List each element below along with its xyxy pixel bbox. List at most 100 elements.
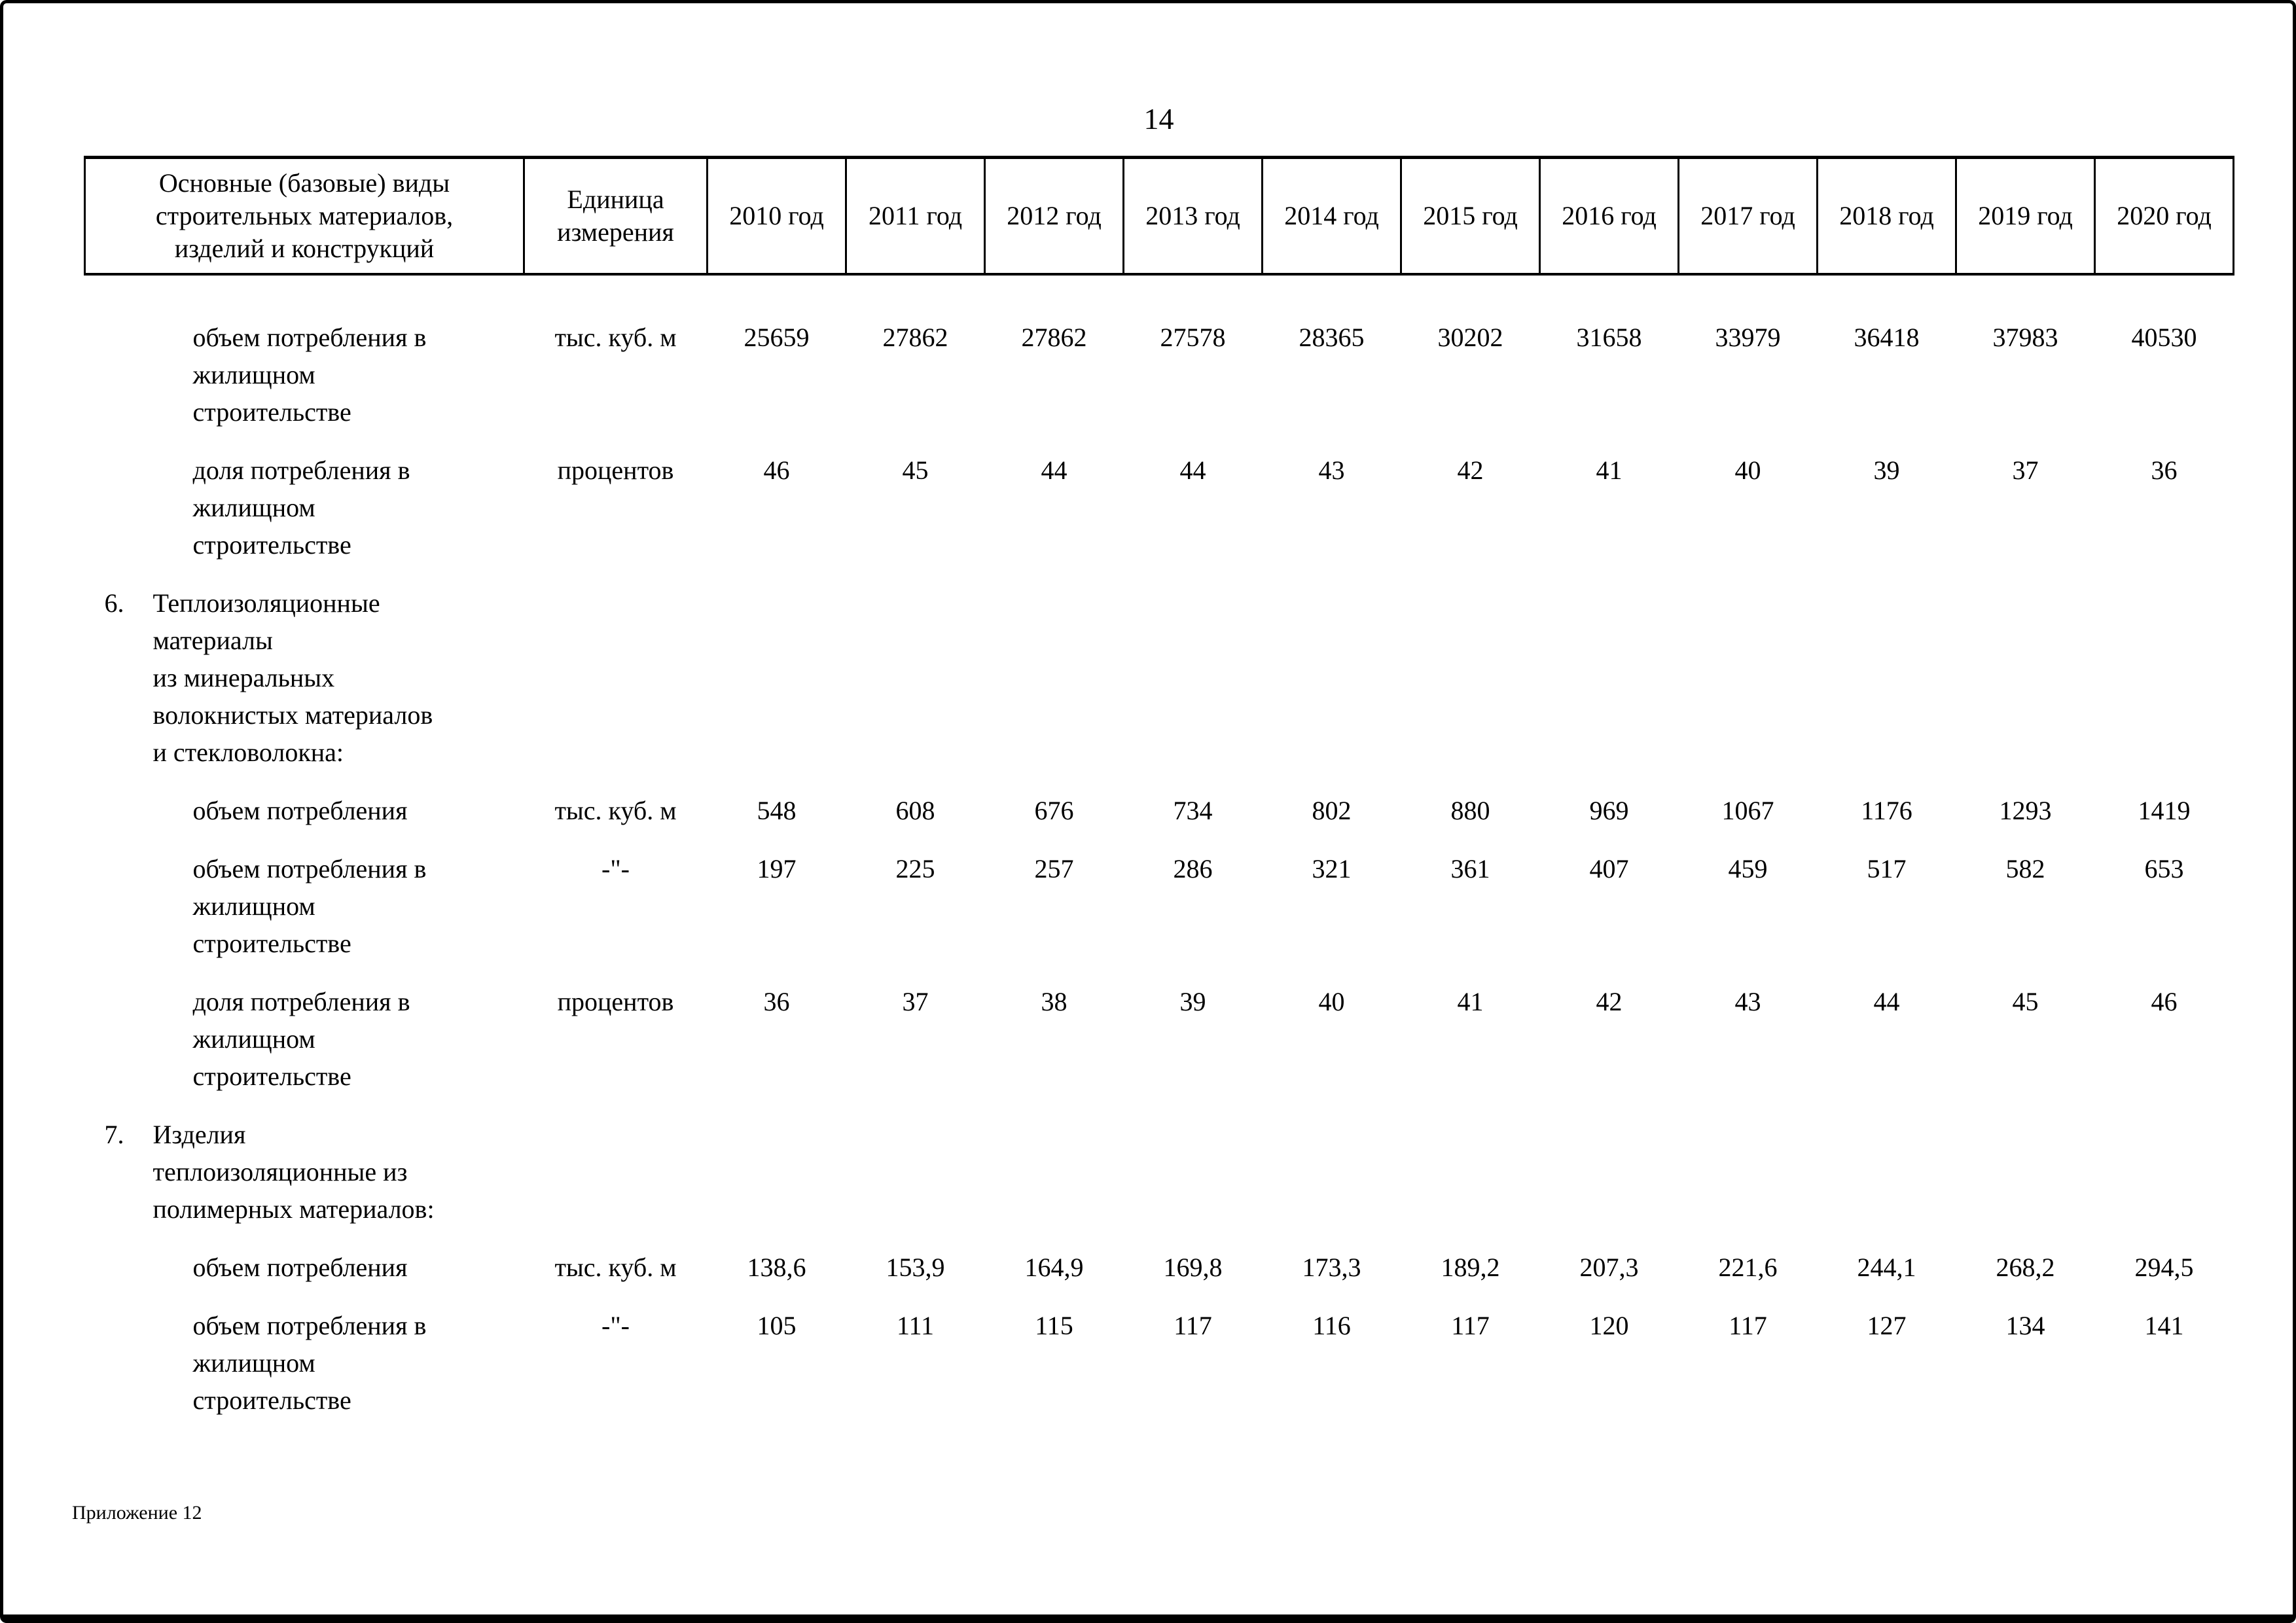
row-value: 608 <box>895 796 935 825</box>
row-value: 27862 <box>882 323 948 352</box>
section-title: Изделия теплоизоляционные из полимерных … <box>152 1120 435 1224</box>
row-value: 321 <box>1312 854 1352 883</box>
row-value <box>1263 1095 1401 1228</box>
row-value: 257 <box>1034 854 1074 883</box>
header-year-column: 2010 год <box>706 156 847 276</box>
row-value: 30202 <box>1437 323 1503 352</box>
row-label: объем потребления в жилищном строительст… <box>192 854 427 958</box>
row-value: 117 <box>1174 1311 1212 1340</box>
header-unit-column: Единица измерения <box>523 156 708 276</box>
table-row: объем потребления тыс. куб. м 138,6 153,9 16… <box>85 1228 2234 1286</box>
row-value: 44 <box>1041 455 1067 485</box>
row-value: 41 <box>1596 455 1623 485</box>
row-value: 44 <box>1873 987 1900 1016</box>
header-year-column: 2015 год <box>1400 156 1541 276</box>
section-number: 7. <box>104 1120 124 1149</box>
row-label: объем потребления в жилищном строительст… <box>192 1311 427 1415</box>
row-value <box>985 1095 1124 1228</box>
row-label: объем потребления <box>192 1253 408 1282</box>
row-value: 117 <box>1451 1311 1490 1340</box>
row-value: 33979 <box>1715 323 1781 352</box>
row-value: 37 <box>2012 455 2039 485</box>
table-row: объем потребления в жилищном строительст… <box>85 274 2234 431</box>
row-value: 44 <box>1179 455 1206 485</box>
row-value: 225 <box>895 854 935 883</box>
row-value: 407 <box>1589 854 1629 883</box>
table-row: объем потребления в жилищном строительст… <box>85 829 2234 962</box>
row-value: 802 <box>1312 796 1352 825</box>
row-value <box>846 1095 985 1228</box>
header-year-column: 2017 год <box>1677 156 1818 276</box>
row-value: 294,5 <box>2134 1253 2194 1282</box>
row-value: 46 <box>763 455 790 485</box>
row-value: 221,6 <box>1718 1253 1778 1282</box>
table-row: доля потребления в жилищном строительств… <box>85 962 2234 1095</box>
table-row: объем потребления в жилищном строительст… <box>85 1286 2234 1419</box>
row-value <box>1540 1095 1679 1228</box>
row-unit: тыс. куб. м <box>554 796 677 825</box>
row-value <box>1401 1095 1540 1228</box>
row-value <box>2095 1095 2234 1228</box>
row-value: 45 <box>902 455 929 485</box>
row-value: 43 <box>1734 987 1761 1016</box>
section-number: 6. <box>104 588 124 618</box>
row-value <box>1679 563 1818 771</box>
header-year-column: 2016 год <box>1539 156 1679 276</box>
row-value: 105 <box>757 1311 797 1340</box>
row-value <box>2095 563 2234 771</box>
table-row: доля потребления в жилищном строительств… <box>85 431 2234 563</box>
row-value: 268,2 <box>1996 1253 2055 1282</box>
row-value: 40 <box>1734 455 1761 485</box>
row-value <box>1124 1095 1263 1228</box>
row-value: 37 <box>902 987 929 1016</box>
row-value <box>708 1095 846 1228</box>
header-year-column: 2018 год <box>1816 156 1957 276</box>
row-value: 361 <box>1450 854 1490 883</box>
row-label: 6. Теплоизоляционные материалы из минерал… <box>85 563 524 771</box>
row-value: 41 <box>1457 987 1484 1016</box>
row-value: 40530 <box>2131 323 2197 352</box>
row-value: 116 <box>1312 1311 1351 1340</box>
row-value: 38 <box>1041 987 1067 1016</box>
row-value <box>1263 563 1401 771</box>
row-unit <box>524 563 708 771</box>
row-value: 880 <box>1450 796 1490 825</box>
row-value: 36 <box>763 987 790 1016</box>
row-unit: тыс. куб. м <box>554 323 677 352</box>
row-value: 39 <box>1873 455 1900 485</box>
row-value <box>1540 563 1679 771</box>
row-value: 46 <box>2151 987 2178 1016</box>
row-value: 676 <box>1034 796 1074 825</box>
table-row: объем потребления тыс. куб. м 548 608 676 734… <box>85 771 2234 829</box>
row-value: 42 <box>1596 987 1623 1016</box>
row-value: 127 <box>1867 1311 1907 1340</box>
row-value: 111 <box>896 1311 935 1340</box>
row-unit: -"- <box>601 854 630 883</box>
row-value: 138,6 <box>747 1253 806 1282</box>
header-materials-column: Основные (базовые) виды строительных мат… <box>84 156 525 276</box>
row-value <box>708 563 846 771</box>
row-value: 141 <box>2144 1311 2184 1340</box>
table-header: Основные (базовые) виды строительных мат… <box>84 156 2234 276</box>
row-value: 189,2 <box>1441 1253 1500 1282</box>
materials-table: Основные (базовые) виды строительных мат… <box>84 156 2234 1419</box>
row-label: 7. Изделия теплоизоляционные из полимерны… <box>85 1095 524 1228</box>
row-value: 153,9 <box>886 1253 945 1282</box>
row-value: 42 <box>1457 455 1484 485</box>
section-row: 6. Теплоизоляционные материалы из минерал… <box>85 563 2234 771</box>
row-unit: процентов <box>557 987 674 1016</box>
row-value: 169,8 <box>1163 1253 1223 1282</box>
row-value: 969 <box>1589 796 1629 825</box>
header-year-column: 2011 год <box>845 156 986 276</box>
row-value: 164,9 <box>1024 1253 1084 1282</box>
row-value: 286 <box>1173 854 1213 883</box>
row-unit: -"- <box>601 1311 630 1340</box>
row-value: 734 <box>1173 796 1213 825</box>
row-value: 207,3 <box>1579 1253 1639 1282</box>
row-label: объем потребления в жилищном строительст… <box>192 323 427 427</box>
row-value: 173,3 <box>1302 1253 1361 1282</box>
row-label: доля потребления в жилищном строительств… <box>192 987 410 1091</box>
row-value <box>1401 563 1540 771</box>
row-value: 40 <box>1318 987 1345 1016</box>
